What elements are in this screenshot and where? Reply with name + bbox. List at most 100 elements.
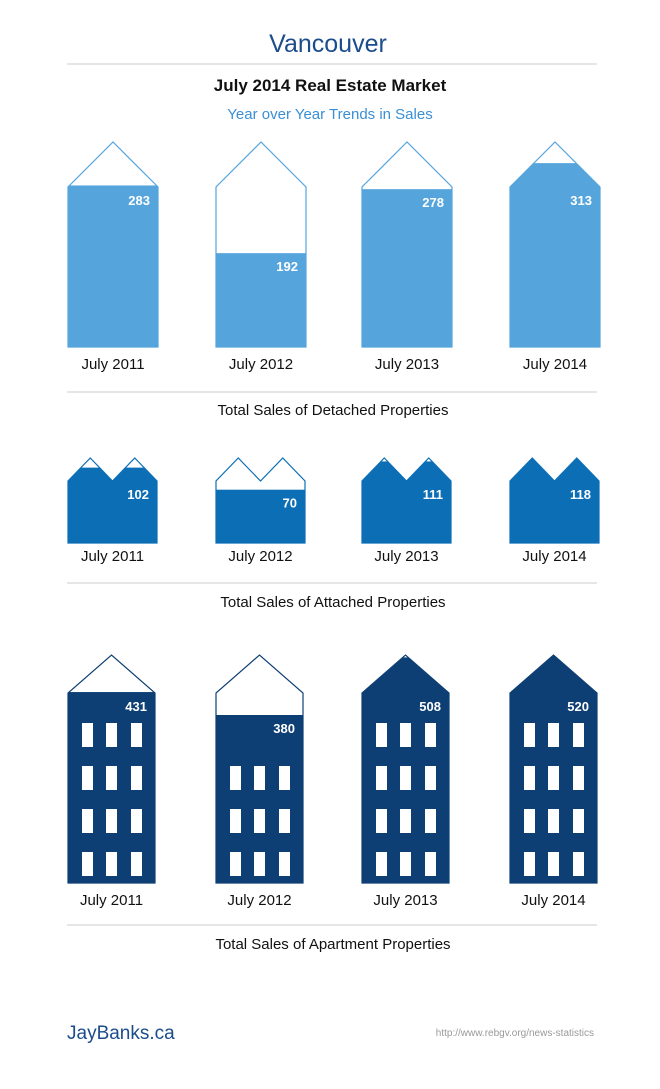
window: [425, 852, 436, 876]
window: [279, 766, 290, 790]
bar-fill: [362, 461, 451, 543]
source-link[interactable]: http://www.rebgv.org/news-statistics: [436, 1028, 594, 1039]
window: [524, 809, 535, 833]
window: [82, 723, 93, 747]
section-title: Total Sales of Attached Properties: [220, 594, 445, 611]
window: [131, 766, 142, 790]
value-label: 283: [128, 193, 150, 208]
category-label: July 2013: [374, 548, 438, 565]
window: [230, 809, 241, 833]
building-outline: [361, 457, 452, 544]
window: [106, 852, 117, 876]
main-title: July 2014 Real Estate Market: [214, 76, 447, 95]
window: [230, 852, 241, 876]
window: [400, 766, 411, 790]
window: [82, 809, 93, 833]
value-label: 380: [273, 721, 295, 736]
building-outline: [361, 141, 453, 348]
window: [376, 766, 387, 790]
building-outline: [67, 457, 158, 544]
window: [82, 766, 93, 790]
bar-fill: [216, 489, 305, 543]
value-label: 70: [283, 496, 297, 511]
category-label: July 2012: [228, 548, 292, 565]
window: [230, 766, 241, 790]
window: [400, 809, 411, 833]
bar-fill: [216, 253, 306, 347]
building-outline: [67, 654, 156, 884]
section-title: Total Sales of Apartment Properties: [215, 936, 450, 953]
window: [106, 723, 117, 747]
building-outline: [361, 654, 450, 884]
brand-logo: JayBanks.ca: [67, 1023, 175, 1044]
value-label: 520: [567, 699, 589, 714]
category-label: July 2011: [81, 548, 144, 565]
value-label: 118: [570, 487, 591, 502]
category-label: July 2014: [521, 892, 585, 909]
category-label: July 2012: [227, 892, 291, 909]
window: [524, 852, 535, 876]
window: [131, 852, 142, 876]
window: [425, 766, 436, 790]
window: [254, 766, 265, 790]
value-label: 431: [125, 699, 147, 714]
window: [131, 809, 142, 833]
bar-fill: [68, 185, 158, 347]
chart-attached: 102 July 2011 70 July 2012 111 July 2013 118 Ju…: [67, 457, 600, 611]
category-label: July 2014: [522, 548, 586, 565]
building-outline: [215, 654, 304, 884]
category-label: July 2014: [523, 356, 587, 373]
value-label: 102: [127, 487, 149, 502]
window: [254, 809, 265, 833]
category-label: July 2011: [81, 356, 144, 373]
section-title: Total Sales of Detached Properties: [218, 402, 449, 419]
window: [524, 766, 535, 790]
window: [425, 809, 436, 833]
window: [376, 723, 387, 747]
window: [82, 852, 93, 876]
building-outline: [215, 141, 307, 348]
window: [106, 809, 117, 833]
window: [573, 852, 584, 876]
window: [573, 723, 584, 747]
building-outline: [509, 654, 598, 884]
value-label: 192: [276, 259, 298, 274]
window: [548, 852, 559, 876]
category-label: July 2013: [373, 892, 437, 909]
charts: 283 July 2011 192 July 2012 278 July 2013 313 J…: [67, 141, 601, 953]
window: [279, 809, 290, 833]
building-outline: [509, 457, 600, 544]
window: [573, 809, 584, 833]
window: [279, 852, 290, 876]
chart-apartment: 431 July 2011 380 July 2012 508 July 2013 520 J…: [67, 654, 598, 953]
category-label: July 2011: [80, 892, 143, 909]
value-label: 508: [419, 699, 441, 714]
window: [400, 723, 411, 747]
window: [548, 766, 559, 790]
window: [400, 852, 411, 876]
category-label: July 2012: [229, 356, 293, 373]
window: [131, 723, 142, 747]
window: [548, 723, 559, 747]
window: [376, 809, 387, 833]
window: [548, 809, 559, 833]
chart-detached: 283 July 2011 192 July 2012 278 July 2013 313 J…: [67, 141, 601, 419]
window: [524, 723, 535, 747]
bar-fill: [510, 163, 600, 347]
value-label: 278: [422, 195, 444, 210]
window: [573, 766, 584, 790]
window: [376, 852, 387, 876]
city-title: Vancouver: [269, 30, 387, 58]
bar-fill: [362, 189, 452, 347]
window: [254, 852, 265, 876]
building-outline: [215, 457, 306, 544]
building-outline: [509, 141, 601, 348]
value-label: 111: [423, 487, 443, 502]
bar-fill: [68, 467, 157, 543]
category-label: July 2013: [375, 356, 439, 373]
value-label: 313: [570, 193, 592, 208]
subtitle: Year over Year Trends in Sales: [227, 106, 432, 123]
window: [425, 723, 436, 747]
window: [106, 766, 117, 790]
